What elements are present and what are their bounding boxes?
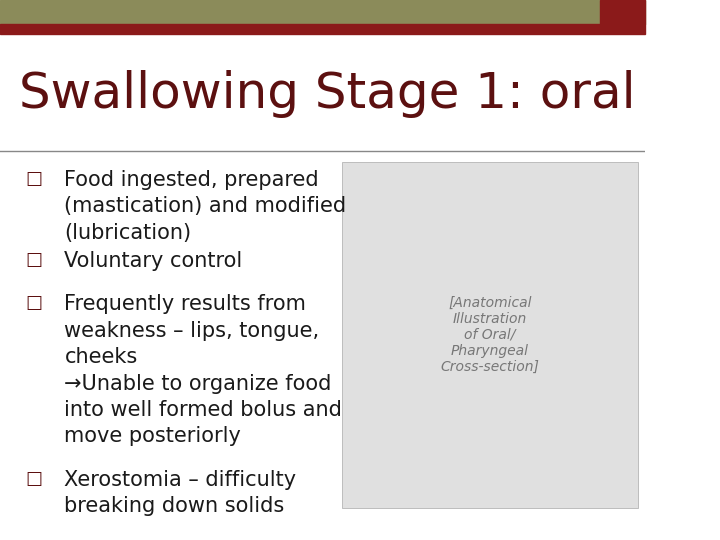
- Text: □: □: [26, 170, 42, 188]
- Text: □: □: [26, 294, 42, 312]
- Bar: [0, 0, 644, 24]
- Text: Frequently results from
weakness – lips, tongue,
cheeks
→Unable to organize food: Frequently results from weakness – lips,…: [65, 294, 342, 446]
- Text: Voluntary control: Voluntary control: [65, 251, 243, 271]
- Bar: [0, 24, 644, 34]
- Text: □: □: [26, 251, 42, 269]
- Text: Swallowing Stage 1: oral: Swallowing Stage 1: oral: [19, 70, 636, 118]
- Bar: [600, 0, 644, 24]
- Bar: [342, 162, 638, 508]
- Text: [Anatomical
Illustration
of Oral/
Pharyngeal
Cross-section]: [Anatomical Illustration of Oral/ Pharyn…: [441, 295, 539, 374]
- Text: Food ingested, prepared
(mastication) and modified
(lubrication): Food ingested, prepared (mastication) an…: [65, 170, 346, 243]
- Text: Xerostomia – difficulty
breaking down solids: Xerostomia – difficulty breaking down so…: [65, 470, 297, 516]
- Text: □: □: [26, 470, 42, 488]
